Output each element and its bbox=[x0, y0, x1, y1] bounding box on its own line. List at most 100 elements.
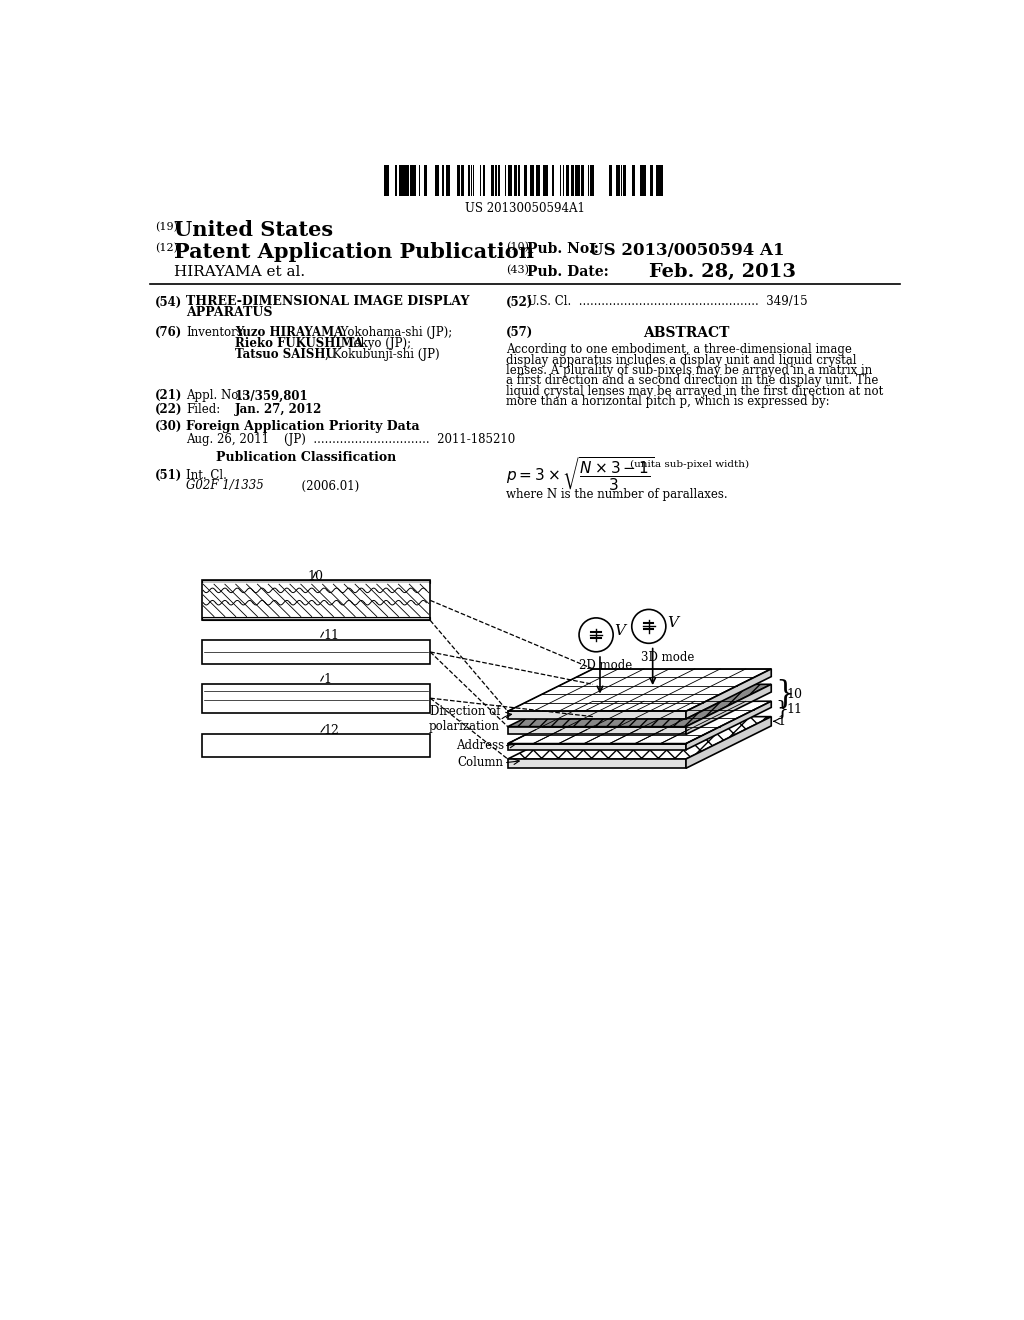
Text: (54): (54) bbox=[155, 296, 182, 309]
Bar bbox=[662, 165, 663, 197]
Text: APPARATUS: APPARATUS bbox=[186, 306, 272, 319]
Bar bbox=[408, 165, 410, 197]
Text: (51): (51) bbox=[155, 469, 182, 482]
Bar bbox=[202, 581, 430, 620]
Polygon shape bbox=[686, 669, 771, 719]
Bar bbox=[524, 165, 526, 197]
Bar bbox=[546, 165, 548, 197]
Bar bbox=[537, 165, 539, 197]
Bar bbox=[492, 165, 494, 197]
Bar bbox=[426, 165, 427, 197]
Bar bbox=[508, 165, 509, 197]
Text: lenses. A plurality of sub-pixels may be arrayed in a matrix in: lenses. A plurality of sub-pixels may be… bbox=[506, 364, 872, 378]
Text: , Kokubunji-shi (JP): , Kokubunji-shi (JP) bbox=[325, 348, 439, 360]
Bar bbox=[495, 165, 497, 197]
Text: Filed:: Filed: bbox=[186, 404, 220, 416]
Text: Inventors:: Inventors: bbox=[186, 326, 247, 339]
Bar bbox=[552, 165, 554, 197]
Bar bbox=[575, 165, 578, 197]
Text: display apparatus includes a display unit and liquid crystal: display apparatus includes a display uni… bbox=[506, 354, 857, 367]
Bar bbox=[518, 165, 519, 197]
Polygon shape bbox=[508, 759, 686, 768]
Text: }: } bbox=[775, 678, 795, 710]
Bar bbox=[424, 165, 426, 197]
Text: (19): (19) bbox=[155, 222, 178, 232]
Text: 10: 10 bbox=[307, 570, 324, 582]
Bar bbox=[572, 165, 574, 197]
Bar bbox=[560, 165, 561, 197]
Text: Appl. No.:: Appl. No.: bbox=[186, 389, 246, 403]
Bar bbox=[566, 165, 568, 197]
Text: U.S. Cl.  ................................................  349/15: U.S. Cl. ...............................… bbox=[527, 296, 808, 309]
Polygon shape bbox=[686, 701, 771, 750]
Bar bbox=[395, 165, 397, 197]
Bar bbox=[412, 165, 415, 197]
Bar bbox=[656, 165, 658, 197]
Text: 1: 1 bbox=[777, 714, 785, 727]
Text: 1: 1 bbox=[324, 673, 332, 686]
Polygon shape bbox=[508, 717, 771, 759]
Text: Foreign Application Priority Data: Foreign Application Priority Data bbox=[186, 420, 420, 433]
Bar bbox=[388, 165, 389, 197]
Text: Pub. Date:: Pub. Date: bbox=[527, 264, 609, 279]
Text: Jan. 27, 2012: Jan. 27, 2012 bbox=[234, 404, 323, 416]
Bar bbox=[641, 165, 643, 197]
Text: Rieko FUKUSHIMA: Rieko FUKUSHIMA bbox=[234, 337, 362, 350]
Text: 10: 10 bbox=[786, 688, 803, 701]
Bar bbox=[570, 165, 572, 197]
Text: Feb. 28, 2013: Feb. 28, 2013 bbox=[649, 263, 796, 281]
Polygon shape bbox=[686, 717, 771, 768]
Bar bbox=[435, 165, 438, 197]
Text: (30): (30) bbox=[155, 420, 182, 433]
Bar bbox=[583, 165, 584, 197]
Text: 13/359,801: 13/359,801 bbox=[234, 389, 308, 403]
Bar bbox=[202, 583, 430, 618]
Bar bbox=[202, 640, 430, 664]
Bar bbox=[650, 165, 652, 197]
Text: , Yokohama-shi (JP);: , Yokohama-shi (JP); bbox=[334, 326, 453, 339]
Text: United States: United States bbox=[174, 220, 334, 240]
Polygon shape bbox=[686, 684, 771, 734]
Text: (52): (52) bbox=[506, 296, 534, 309]
Text: (76): (76) bbox=[155, 326, 182, 339]
Polygon shape bbox=[508, 701, 771, 743]
Text: where N is the number of parallaxes.: where N is the number of parallaxes. bbox=[506, 488, 728, 502]
Bar bbox=[515, 165, 517, 197]
Bar bbox=[505, 165, 506, 197]
Bar bbox=[202, 581, 430, 583]
Bar bbox=[202, 618, 430, 620]
Bar bbox=[640, 165, 641, 197]
Bar bbox=[618, 165, 621, 197]
Text: V: V bbox=[614, 624, 626, 638]
Bar bbox=[457, 165, 460, 197]
Bar bbox=[590, 165, 592, 197]
Text: HIRAYAMA et al.: HIRAYAMA et al. bbox=[174, 264, 305, 279]
Polygon shape bbox=[508, 711, 686, 719]
Text: Pub. No.:: Pub. No.: bbox=[527, 242, 599, 256]
Bar bbox=[406, 165, 408, 197]
Bar bbox=[403, 165, 406, 197]
Text: 12: 12 bbox=[324, 723, 339, 737]
Bar bbox=[410, 165, 412, 197]
Bar bbox=[544, 165, 546, 197]
Text: 11: 11 bbox=[786, 704, 803, 717]
Bar bbox=[483, 165, 484, 197]
Bar bbox=[617, 165, 618, 197]
Bar bbox=[624, 165, 626, 197]
Text: (57): (57) bbox=[506, 326, 534, 339]
Bar bbox=[633, 165, 635, 197]
Text: 3D mode: 3D mode bbox=[641, 651, 694, 664]
Text: Int. Cl.: Int. Cl. bbox=[186, 469, 227, 482]
Text: a first direction and a second direction in the display unit. The: a first direction and a second direction… bbox=[506, 375, 879, 387]
Text: liquid crystal lenses may be arrayed in the first direction at not: liquid crystal lenses may be arrayed in … bbox=[506, 385, 884, 397]
Text: more than a horizontal pitch p, which is expressed by:: more than a horizontal pitch p, which is… bbox=[506, 395, 829, 408]
Bar bbox=[446, 165, 450, 197]
Text: 2D mode: 2D mode bbox=[579, 660, 632, 672]
Bar bbox=[202, 684, 430, 713]
Polygon shape bbox=[508, 684, 771, 726]
Text: , Tokyo (JP);: , Tokyo (JP); bbox=[339, 337, 411, 350]
Text: THREE-DIMENSIONAL IMAGE DISPLAY: THREE-DIMENSIONAL IMAGE DISPLAY bbox=[186, 296, 470, 309]
Polygon shape bbox=[508, 669, 771, 711]
Bar bbox=[202, 734, 430, 758]
Polygon shape bbox=[508, 743, 686, 750]
